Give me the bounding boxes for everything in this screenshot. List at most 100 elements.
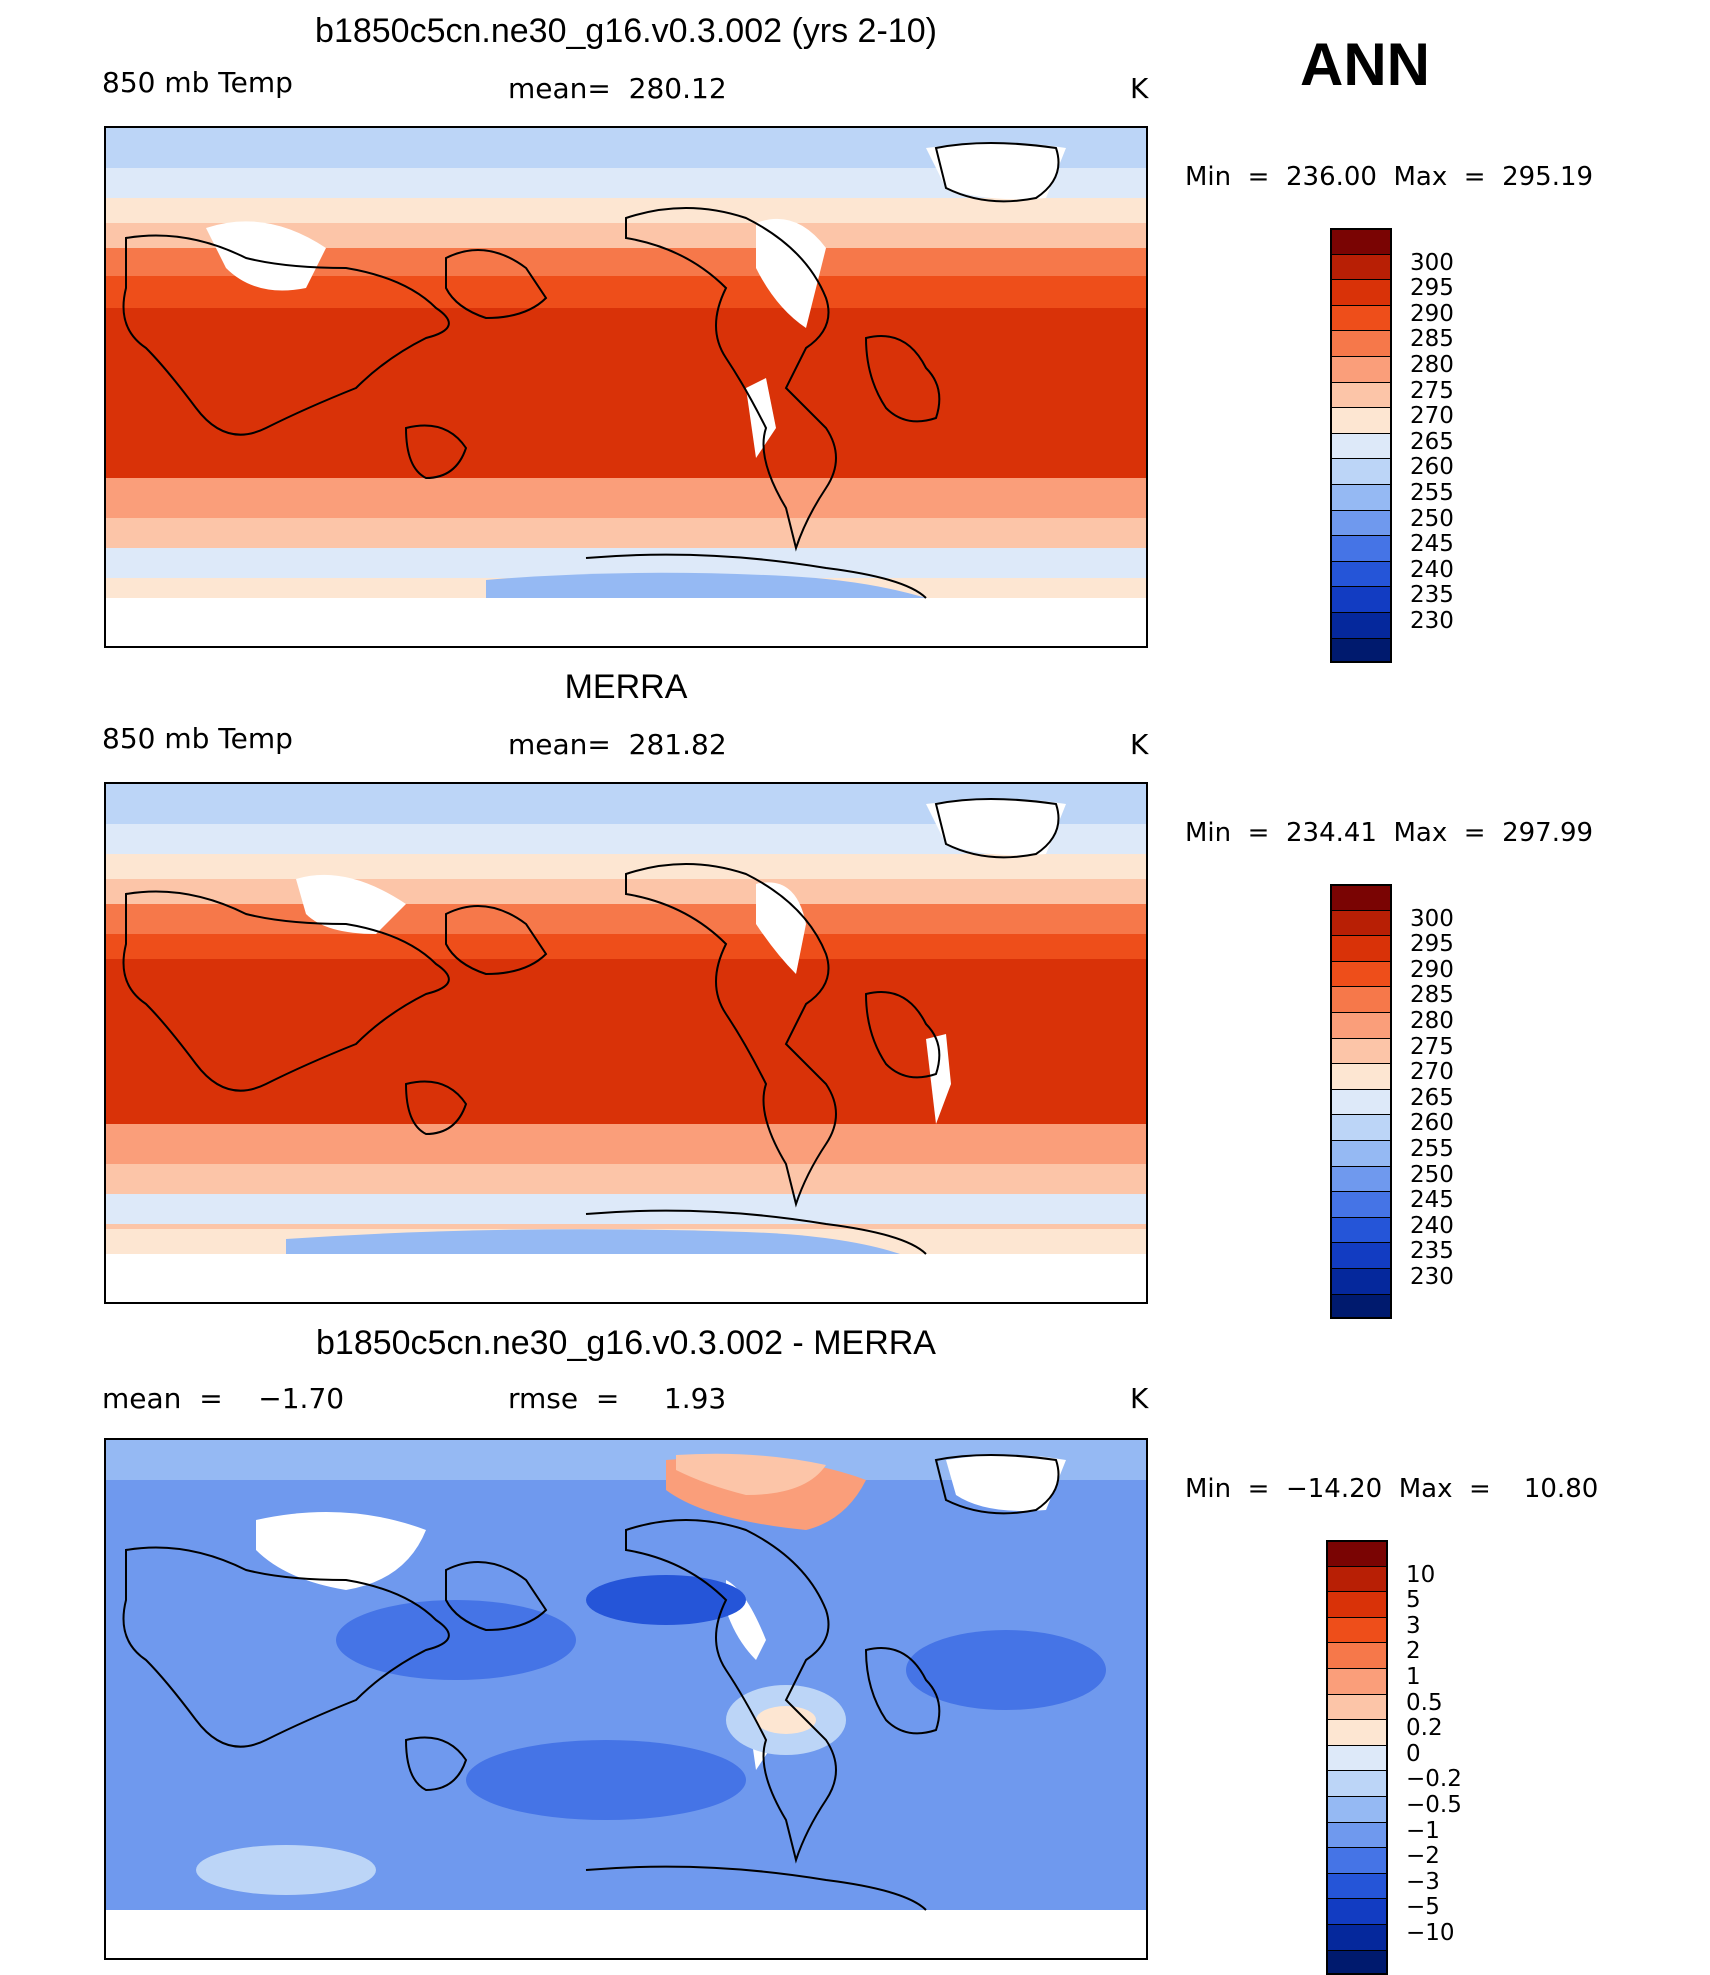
panel-1-colorbar-tick-label: 230 [1410,608,1454,634]
panel-1-title: b1850c5cn.ne30_g16.v0.3.002 (yrs 2-10) [315,12,937,50]
panel-2-colorbar-swatch [1330,1012,1392,1038]
panel-1-colorbar-swatch [1330,612,1392,638]
panel-1-map-svg [106,128,1146,646]
panel-2-colorbar-tick-label: 280 [1410,1008,1454,1034]
panel-1-colorbar-swatch [1330,330,1392,356]
panel-2-colorbar-tick-label: 270 [1410,1059,1454,1086]
panel-1-colorbar-tick-label: 280 [1410,352,1454,378]
panel-2-colorbar-tick-label: 300 [1410,905,1454,932]
panel-2-colorbar-tick-label: 240 [1410,1212,1454,1239]
panel-3-colorbar-swatch [1326,1821,1388,1848]
panel-2-colorbar-tick-label: 250 [1410,1161,1454,1188]
panel-3-colorbar-tick-label: 3 [1406,1612,1421,1639]
panel-2-colorbar-swatch [1330,935,1392,961]
panel-2-colorbar-swatch [1330,1037,1392,1064]
panel-2-colorbar-tick-label: 245 [1410,1187,1454,1214]
panel-1-colorbar-tick-label: 290 [1410,300,1454,327]
panel-3-colorbar-frame [1326,1540,1388,1975]
panel-2-colorbar-swatch [1330,1216,1392,1243]
panel-2-colorbar-tick-label: 230 [1410,1264,1454,1290]
panel-3-colorbar-swatch [1326,1616,1388,1643]
panel-3-colorbar-tick-label: −1 [1406,1817,1440,1844]
season-label: ANN [1300,31,1430,98]
panel-3-colorbar-swatch [1326,1796,1388,1822]
panel-3-colorbar-swatch [1326,1591,1388,1617]
panel-2-colorbar-tick-label: 285 [1410,982,1454,1009]
panel-1-colorbar-swatch [1330,458,1392,484]
panel-1-colorbar-tick-label: 255 [1410,480,1454,506]
panel-2-colorbar-swatch [1330,960,1392,987]
panel-2-colorbar-swatch [1330,1293,1392,1320]
panel-3-colorbar-tick-label: 0 [1406,1740,1421,1767]
panel-1-colorbar-swatch [1330,253,1392,280]
panel-1-colorbar-swatch [1330,381,1392,408]
panel-3-colorbar-tick-label: −0.2 [1406,1766,1462,1793]
panel-3-colorbar-swatch [1326,1847,1388,1873]
panel-2-mean-label: mean= 281.82 [508,728,727,761]
panel-2-variable-label: 850 mb Temp [102,722,293,755]
panel-1-colorbar-swatch [1330,432,1392,459]
panel-2-colorbar-swatch [1330,1268,1392,1294]
panel-2-colorbar-tick-label: 275 [1410,1033,1454,1060]
panel-3-colorbar-swatch [1326,1565,1388,1592]
panel-1-colorbar-swatch [1330,279,1392,305]
panel-1-colorbar-tick-label: 240 [1410,556,1454,583]
panel-2-colorbar-swatch [1330,1140,1392,1166]
panel-2-colorbar-tick-label: 265 [1410,1084,1454,1111]
panel-3-colorbar-tick-label: −10 [1406,1920,1455,1946]
panel-1-colorbar-tick-label: 265 [1410,428,1454,455]
panel-3-colorbar-swatch [1326,1744,1388,1771]
panel-1-colorbar-swatch [1330,509,1392,536]
panel-1-colorbar-tick-label: 285 [1410,326,1454,353]
panel-1-colorbar-swatch [1330,535,1392,561]
panel-3-colorbar-swatch [1326,1872,1388,1899]
panel-1-colorbar-tick-label: 260 [1410,454,1454,481]
panel-3-colorbar-swatch [1326,1770,1388,1796]
panel-1-colorbar-swatch [1330,637,1392,664]
panel-3-colorbar-tick-label: 0.5 [1406,1689,1443,1716]
panel-3-map-svg [106,1440,1146,1958]
panel-3-colorbar-tick-label: −2 [1406,1843,1440,1870]
panel-3-colorbar-swatch [1326,1898,1388,1924]
panel-1-colorbar-tick-label: 275 [1410,377,1454,404]
panel-2-colorbar-tick-label: 255 [1410,1136,1454,1162]
panel-3-rmse-label: rmse = 1.93 [508,1382,727,1415]
panel-1-colorbar-swatch [1330,356,1392,382]
panel-3-colorbar-tick-label: 2 [1406,1638,1421,1665]
panel-1-map [104,126,1148,648]
panel-1-colorbar-swatch [1330,304,1392,331]
panel-2-minmax: Min = 234.41 Max = 297.99 [1185,818,1594,848]
panel-3-map [104,1438,1148,1960]
panel-3-minmax: Min = −14.20 Max = 10.80 [1185,1474,1599,1504]
panel-2-colorbar-swatch [1330,1114,1392,1140]
panel-2-title: MERRA [564,668,688,706]
panel-2-map-svg [106,784,1146,1302]
panel-3-colorbar-swatch [1326,1719,1388,1745]
panel-3-colorbar-tick-label: −5 [1406,1894,1440,1921]
panel-1-colorbar-swatch [1330,586,1392,612]
panel-3-colorbar-swatch [1326,1668,1388,1694]
panel-2-colorbar-tick-label: 235 [1410,1238,1454,1265]
panel-3-colorbar-tick-label: 1 [1406,1664,1421,1690]
panel-1-colorbar-frame [1330,228,1392,664]
panel-1-colorbar-swatch [1330,560,1392,587]
panel-2-colorbar-swatch [1330,1242,1392,1268]
panel-3-colorbar-tick-label: 5 [1406,1587,1421,1614]
panel-1-variable-label: 850 mb Temp [102,66,293,99]
panel-3-colorbar-swatch [1326,1642,1388,1668]
panel-1-colorbar-tick-label: 270 [1410,403,1454,430]
panel-2-colorbar-swatch [1330,1191,1392,1217]
panel-3-colorbar-tick-label: −3 [1406,1868,1440,1895]
panel-1-colorbar-swatch [1330,484,1392,510]
panel-2-colorbar-frame [1330,884,1392,1320]
panel-1-minmax: Min = 236.00 Max = 295.19 [1185,162,1594,192]
panel-2-colorbar-tick-label: 260 [1410,1110,1454,1137]
panel-1-colorbar-tick-label: 300 [1410,249,1454,276]
panel-1-units-label: K [1130,72,1149,105]
panel-2-colorbar-swatch [1330,986,1392,1012]
panel-3-colorbar-swatch [1326,1693,1388,1720]
panel-2-colorbar-swatch [1330,909,1392,936]
panel-3-units-label: K [1130,1382,1149,1415]
panel-2-colorbar-tick-label: 295 [1410,931,1454,958]
panel-2-colorbar-tick-label: 290 [1410,956,1454,983]
